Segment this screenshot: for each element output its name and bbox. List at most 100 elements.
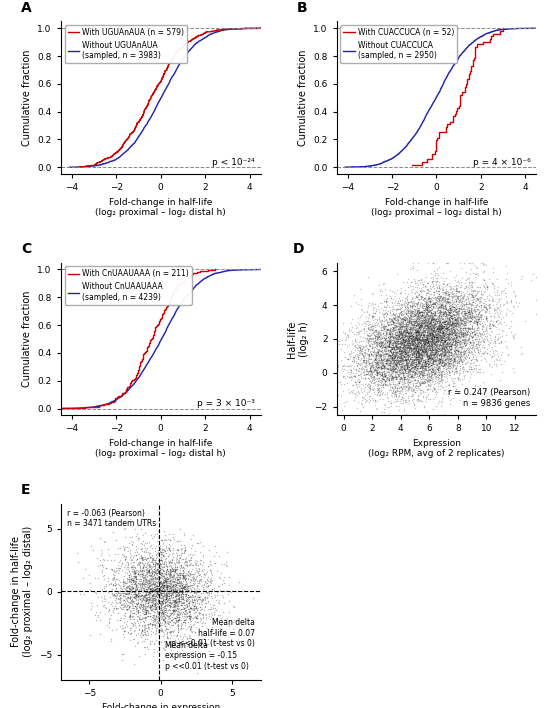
Point	[471, 315, 480, 326]
Point	[154, 558, 163, 569]
Point	[418, 276, 427, 287]
Point	[447, 318, 456, 329]
Point	[417, 291, 426, 302]
Point	[410, 313, 419, 324]
Point	[442, 343, 451, 355]
Point	[165, 632, 174, 644]
Point	[132, 585, 140, 596]
Point	[467, 298, 476, 309]
Point	[120, 612, 129, 624]
Point	[503, 349, 512, 360]
Point	[150, 558, 159, 569]
Point	[398, 358, 406, 369]
Point	[162, 578, 171, 590]
Point	[410, 367, 419, 378]
Point	[388, 358, 397, 370]
Point	[124, 575, 133, 586]
Point	[438, 387, 447, 399]
Point	[482, 301, 491, 312]
Point	[181, 556, 190, 567]
Point	[450, 315, 459, 326]
Point	[169, 534, 178, 545]
Point	[454, 312, 463, 323]
Point	[430, 367, 439, 378]
Point	[356, 310, 365, 321]
Point	[97, 566, 106, 578]
Point	[406, 358, 415, 369]
Point	[419, 371, 427, 382]
Point	[429, 356, 437, 367]
Point	[424, 318, 433, 329]
Point	[449, 339, 458, 350]
Point	[182, 585, 191, 596]
Point	[438, 376, 447, 387]
Point	[387, 363, 396, 375]
Point	[442, 341, 451, 353]
Point	[155, 559, 164, 570]
Point	[133, 588, 142, 599]
Point	[378, 367, 387, 378]
Point	[420, 362, 429, 373]
Point	[193, 580, 202, 591]
Point	[434, 312, 443, 323]
Point	[194, 566, 203, 577]
Point	[436, 329, 445, 341]
Point	[403, 348, 412, 359]
Point	[479, 280, 488, 292]
Point	[409, 355, 418, 366]
Point	[467, 276, 476, 287]
Point	[457, 290, 466, 301]
Point	[190, 587, 199, 598]
Point	[414, 354, 423, 365]
Point	[463, 322, 472, 333]
Point	[413, 334, 421, 346]
Point	[122, 591, 131, 603]
Point	[415, 339, 424, 350]
Point	[395, 311, 404, 322]
Point	[155, 571, 164, 583]
Point	[425, 337, 434, 348]
Point	[384, 341, 393, 352]
Point	[447, 319, 456, 331]
Point	[121, 559, 129, 571]
Point	[224, 571, 233, 582]
Point	[121, 577, 130, 588]
Point	[185, 613, 194, 624]
Point	[389, 347, 398, 358]
Point	[426, 353, 435, 364]
Point	[432, 321, 441, 332]
Point	[456, 281, 465, 292]
Point	[400, 320, 409, 331]
Point	[151, 612, 160, 624]
Point	[406, 314, 415, 326]
Point	[423, 340, 432, 351]
Point	[412, 340, 421, 351]
Point	[437, 336, 446, 348]
Point	[425, 360, 434, 372]
Point	[398, 309, 407, 320]
Point	[372, 336, 381, 348]
Point	[405, 336, 414, 347]
Point	[410, 348, 419, 359]
Point	[378, 354, 387, 365]
Point	[364, 354, 373, 365]
Point	[408, 356, 417, 367]
Point	[406, 322, 415, 333]
Point	[435, 313, 444, 324]
Point	[421, 316, 430, 328]
Point	[434, 292, 443, 303]
Point	[395, 329, 404, 340]
Point	[431, 348, 440, 360]
Point	[445, 367, 454, 379]
Point	[376, 328, 385, 339]
Point	[186, 592, 195, 603]
Point	[165, 560, 174, 571]
Point	[212, 594, 221, 605]
Point	[441, 313, 450, 324]
Point	[415, 311, 424, 322]
Point	[447, 286, 456, 297]
Point	[452, 338, 461, 350]
Point	[466, 336, 474, 348]
Point	[455, 324, 464, 336]
Point	[132, 571, 140, 582]
